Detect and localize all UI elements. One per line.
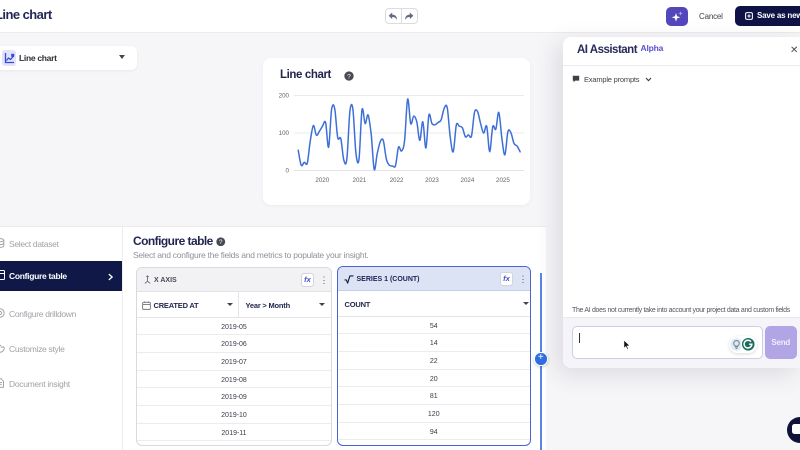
svg-text:?: ? bbox=[347, 73, 351, 80]
svg-text:2023: 2023 bbox=[425, 177, 439, 184]
svg-text:2022: 2022 bbox=[390, 177, 404, 184]
svg-text:2020: 2020 bbox=[315, 177, 329, 184]
svg-text:100: 100 bbox=[279, 130, 290, 137]
svg-text:2025: 2025 bbox=[496, 177, 510, 184]
svg-text:200: 200 bbox=[279, 93, 290, 100]
svg-text:2021: 2021 bbox=[353, 177, 367, 184]
svg-text:2024: 2024 bbox=[461, 177, 475, 184]
svg-text:0: 0 bbox=[286, 168, 290, 175]
svg-text:?: ? bbox=[219, 238, 223, 245]
